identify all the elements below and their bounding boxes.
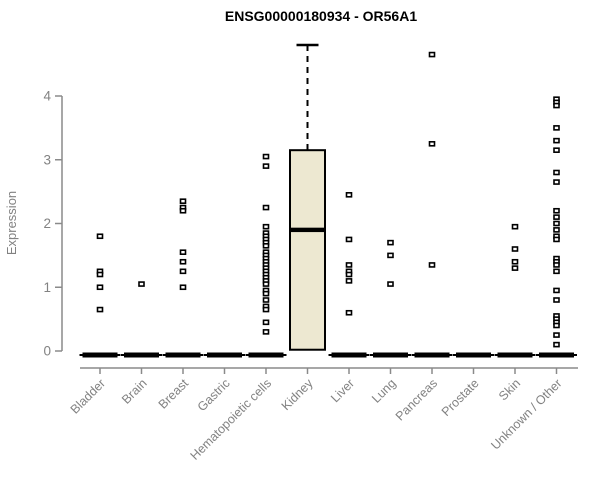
data-point: [553, 262, 560, 268]
x-tick-label: Unknown / Other: [488, 376, 564, 452]
x-tick-label: Brain: [119, 376, 150, 407]
x-tick-label: Bladder: [68, 376, 108, 416]
data-point: [511, 246, 519, 252]
data-point: [179, 249, 187, 255]
median-line: [290, 227, 325, 233]
data-point: [179, 198, 187, 204]
data-point: [179, 268, 187, 275]
data-point: [553, 137, 560, 144]
x-tick-label: Lung: [369, 376, 399, 406]
data-point: [345, 236, 353, 243]
x-tick-label: Kidney: [279, 376, 316, 413]
box-kidney: [289, 149, 326, 351]
collapsed-box: [248, 352, 284, 358]
x-tick-label: Hematopoietic cells: [188, 376, 275, 463]
data-point: [553, 341, 560, 348]
x-tick-label: Prostate: [439, 376, 482, 419]
x-tick-label: Skin: [496, 376, 523, 403]
x-tick-label: Liver: [328, 376, 357, 405]
data-point: [553, 287, 560, 294]
data-point: [345, 262, 353, 268]
x-tick-label: Pancreas: [393, 376, 440, 423]
y-tick-label: 3: [43, 152, 51, 167]
data-point: [553, 297, 560, 303]
data-point: [345, 271, 353, 278]
data-point: [511, 258, 519, 265]
data-point: [345, 309, 353, 316]
data-point: [428, 141, 436, 147]
data-point: [345, 278, 353, 284]
data-point: [553, 169, 560, 176]
data-point: [262, 204, 270, 211]
data-point: [262, 223, 270, 230]
data-point: [262, 290, 270, 297]
collapsed-box: [165, 352, 201, 358]
data-point: [553, 236, 560, 243]
data-point: [428, 262, 436, 268]
data-point: [553, 322, 560, 329]
data-point: [553, 268, 560, 275]
data-point: [553, 147, 560, 153]
x-tick-label: Gastric: [195, 376, 233, 414]
collapsed-box: [539, 352, 574, 358]
data-point: [138, 281, 145, 287]
data-point: [179, 284, 187, 291]
data-point: [553, 227, 560, 233]
data-point: [179, 207, 187, 214]
collapsed-box: [497, 352, 533, 358]
collapsed-box: [82, 352, 118, 358]
data-point: [428, 51, 436, 58]
collapsed-box: [124, 352, 159, 358]
data-point: [96, 233, 104, 240]
y-tick-label: 0: [43, 344, 51, 359]
collapsed-box: [373, 352, 408, 358]
data-point: [511, 265, 519, 271]
data-point: [553, 332, 560, 338]
y-tick-label: 2: [43, 216, 51, 231]
data-point: [511, 223, 519, 230]
y-tick-label: 4: [43, 89, 51, 104]
collapsed-box: [207, 352, 242, 358]
data-point: [262, 297, 270, 303]
x-tick-label: Breast: [156, 376, 192, 412]
data-point: [387, 239, 394, 246]
data-point: [345, 192, 353, 198]
data-point: [553, 220, 560, 227]
data-point: [262, 319, 270, 326]
data-point: [553, 102, 560, 109]
data-point: [179, 258, 187, 265]
chart-title: ENSG00000180934 - OR56A1: [224, 8, 418, 24]
data-point: [553, 207, 560, 214]
collapsed-box: [331, 352, 367, 358]
data-point: [553, 179, 560, 185]
data-point: [387, 252, 394, 259]
data-point: [262, 163, 270, 169]
data-point: [262, 329, 270, 335]
data-point: [553, 214, 560, 220]
collapsed-box: [414, 352, 450, 358]
data-point: [262, 281, 270, 287]
data-point: [262, 306, 270, 313]
data-point: [96, 271, 104, 278]
data-point: [96, 306, 104, 313]
data-point: [387, 281, 394, 287]
collapsed-box: [456, 352, 491, 358]
data-point: [262, 243, 270, 249]
data-point: [96, 284, 104, 291]
y-tick-label: 1: [43, 280, 51, 295]
data-point: [262, 153, 270, 160]
data-point: [553, 125, 560, 131]
